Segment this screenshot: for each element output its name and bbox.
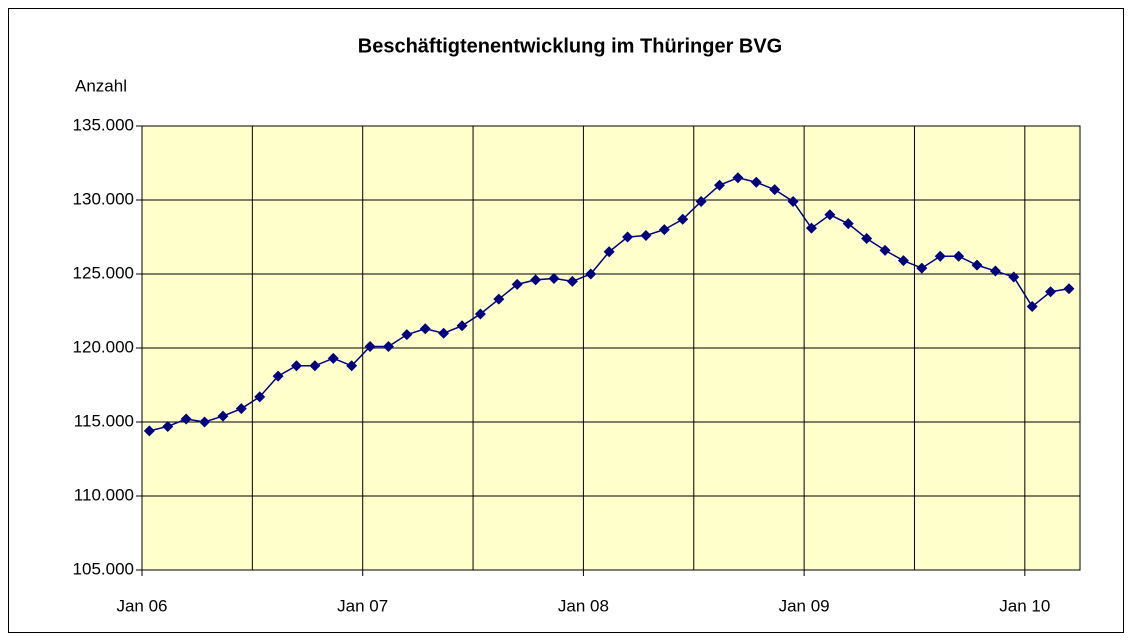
point-marker <box>143 425 155 437</box>
point-marker <box>180 413 192 425</box>
point-marker <box>824 209 836 221</box>
x-tick-label: Jan 09 <box>779 596 830 615</box>
point-marker <box>290 360 302 372</box>
point-marker <box>438 327 450 339</box>
point-marker <box>695 195 707 207</box>
point-marker <box>677 213 689 225</box>
point-marker <box>162 420 174 432</box>
point-marker <box>401 329 413 341</box>
point-marker <box>732 172 744 184</box>
x-tick-label: Jan 07 <box>337 596 388 615</box>
point-marker <box>419 323 431 335</box>
point-marker <box>971 259 983 271</box>
x-tick-label: Jan 10 <box>999 596 1050 615</box>
point-marker <box>511 278 523 290</box>
point-marker <box>364 341 376 353</box>
y-tick-label: 110.000 <box>74 485 134 504</box>
plot-border <box>141 125 1081 571</box>
point-marker <box>1008 271 1020 283</box>
point-marker <box>934 250 946 262</box>
point-marker <box>474 308 486 320</box>
y-tick-label: 135.000 <box>73 115 134 134</box>
point-marker <box>658 224 670 236</box>
point-marker <box>622 231 634 243</box>
point-marker <box>897 255 909 267</box>
point-marker <box>309 360 321 372</box>
point-marker <box>346 360 358 372</box>
y-axis-label: Anzahl <box>75 76 127 95</box>
point-marker <box>1026 301 1038 313</box>
point-marker <box>217 410 229 422</box>
point-marker <box>769 184 781 196</box>
point-marker <box>787 195 799 207</box>
point-marker <box>603 246 615 258</box>
point-marker <box>1063 283 1075 295</box>
point-marker <box>714 179 726 191</box>
point-marker <box>879 244 891 256</box>
point-marker <box>916 262 928 274</box>
y-tick-label: 125.000 <box>73 263 134 282</box>
point-marker <box>530 274 542 286</box>
point-marker <box>989 265 1001 277</box>
point-marker <box>953 250 965 262</box>
chart-title: Beschäftigtenentwicklung im Thüringer BV… <box>358 35 783 57</box>
x-tick-label: Jan 06 <box>116 596 167 615</box>
point-marker <box>548 272 560 284</box>
point-marker <box>235 403 247 415</box>
x-tick-label: Jan 08 <box>558 596 609 615</box>
y-tick-label: 115.000 <box>74 411 134 430</box>
point-marker <box>1045 286 1057 298</box>
point-marker <box>585 268 597 280</box>
y-tick-label: 105.000 <box>73 559 134 578</box>
point-marker <box>805 222 817 234</box>
point-marker <box>861 232 873 244</box>
point-marker <box>199 416 211 428</box>
point-marker <box>640 230 652 242</box>
point-marker <box>842 218 854 230</box>
point-marker <box>493 293 505 305</box>
point-marker <box>272 370 284 382</box>
y-tick-label: 120.000 <box>73 337 134 356</box>
point-marker <box>327 352 339 364</box>
point-marker <box>382 341 394 353</box>
point-marker <box>254 391 266 403</box>
y-tick-label: 130.000 <box>73 189 134 208</box>
point-marker <box>566 275 578 287</box>
point-marker <box>750 176 762 188</box>
point-marker <box>456 320 468 332</box>
